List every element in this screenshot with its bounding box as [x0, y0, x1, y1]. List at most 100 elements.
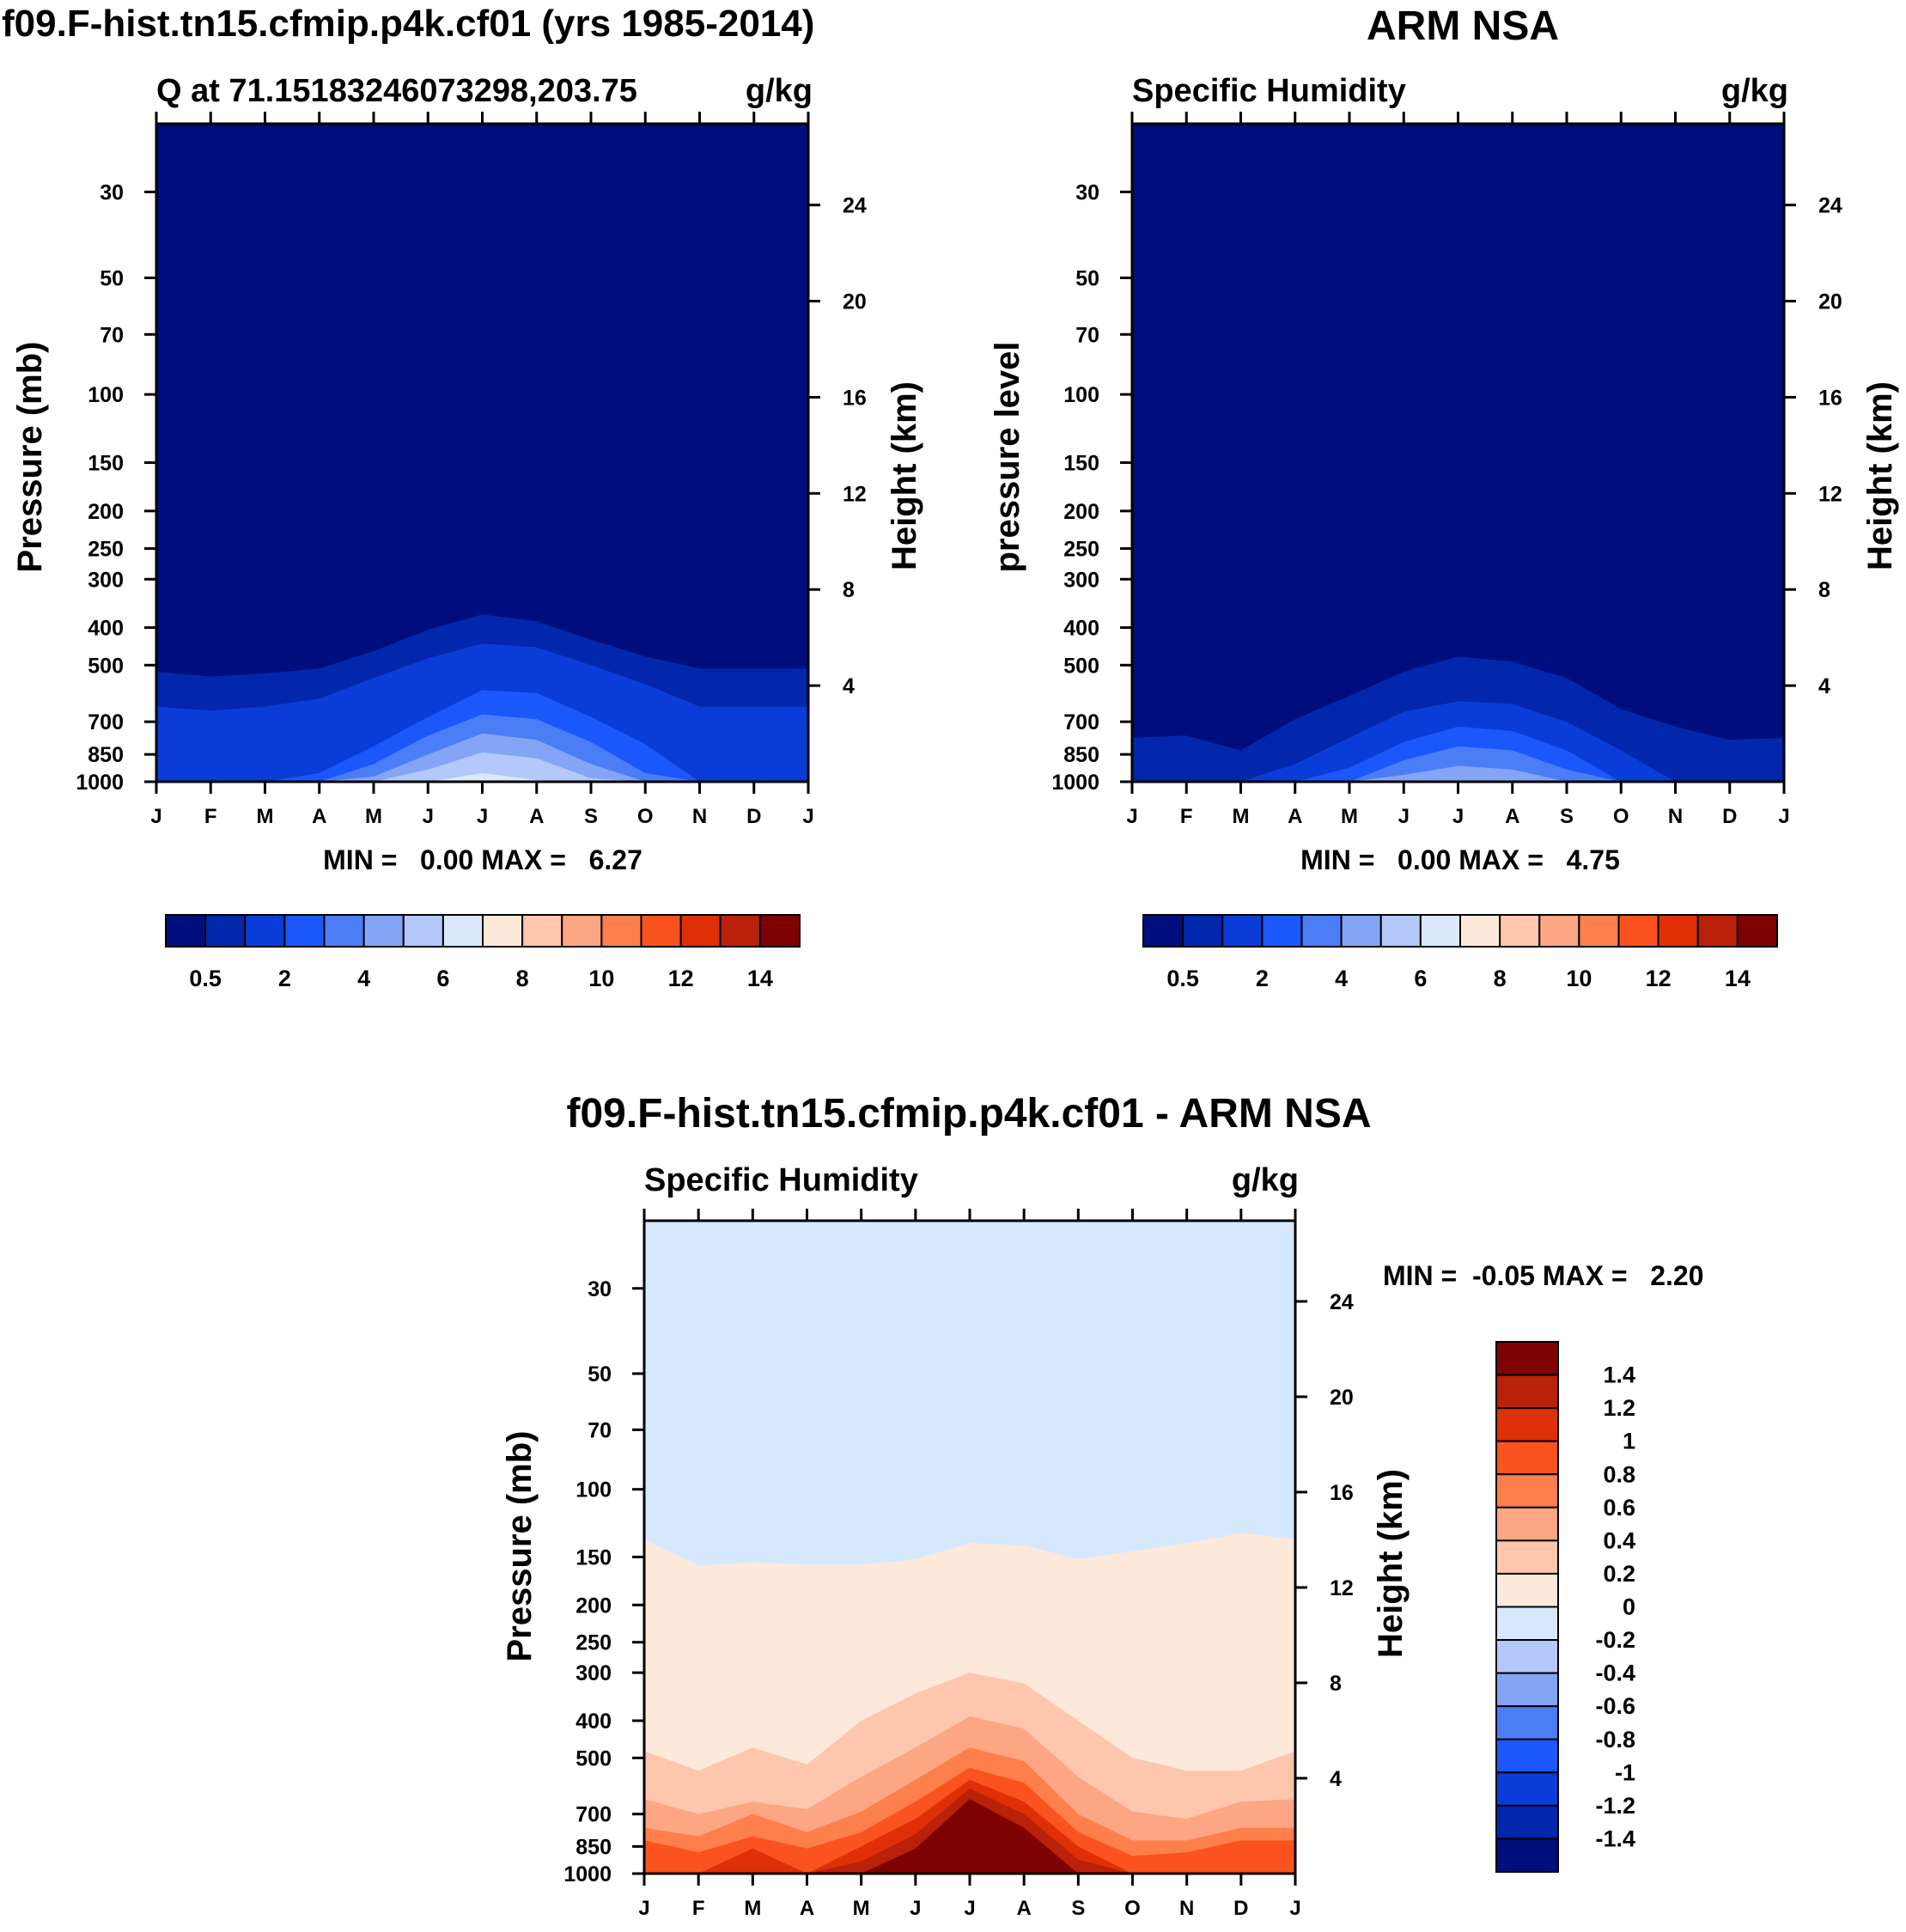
y-tick-label: 50: [1075, 266, 1099, 290]
min-max-label: MIN = 0.00 MAX = 6.27: [323, 844, 642, 875]
colorbar-box: [1495, 1539, 1559, 1575]
y-axis-label: Pressure (mb): [11, 342, 49, 573]
colorbar-box: [1261, 914, 1303, 948]
colorbar-label: 14: [747, 966, 773, 991]
contour-band: [156, 773, 808, 782]
height-tick-label: 4: [1330, 1767, 1342, 1791]
y-tick-label: 30: [1075, 180, 1099, 204]
axes: J F M A M J J A S O N D J 30 50 70 100 150 200 250 300 400 500…: [1051, 112, 1842, 828]
height-tick-label: 16: [1330, 1481, 1354, 1505]
height-tick-label: 12: [1818, 482, 1842, 506]
y-tick-label: 200: [88, 500, 124, 524]
colorbar-box: [1495, 1407, 1559, 1442]
x-tick-label: A: [800, 1897, 814, 1920]
colorbar-box: [1578, 914, 1620, 948]
x-tick-label: S: [1560, 805, 1574, 828]
colorbar-label: -0.4: [1595, 1661, 1635, 1686]
contour-band: [644, 1799, 1295, 1874]
y-tick-label: 700: [1063, 710, 1099, 734]
height-tick-label: 24: [1818, 194, 1842, 218]
panel-subtitle-left: Specific Humidity: [644, 1162, 918, 1198]
contour-band: [1132, 746, 1784, 782]
colorbar-label: -0.6: [1595, 1693, 1635, 1719]
colorbar-box: [1340, 914, 1382, 948]
x-tick-label: F: [1180, 805, 1193, 828]
y-tick-label: 400: [575, 1710, 612, 1734]
x-tick-label: J: [423, 805, 434, 828]
x-tick-label: A: [529, 805, 544, 828]
x-tick-label: S: [1071, 1897, 1085, 1920]
height-tick-label: 4: [843, 674, 855, 698]
figure-title-right: ARM NSA: [1367, 3, 1559, 49]
colorbar-label: 0.4: [1603, 1527, 1635, 1553]
colorbar-label: 1.4: [1603, 1362, 1635, 1388]
y-tick-label: 50: [100, 266, 124, 290]
colorbar-box: [1495, 1838, 1559, 1873]
colorbar-box: [1657, 914, 1699, 948]
x-tick-label: M: [853, 1897, 870, 1920]
x-tick-label: A: [1288, 805, 1302, 828]
colorbar-box: [1495, 1506, 1559, 1542]
panel-subtitle-right: g/kg: [1721, 73, 1788, 109]
panel-subtitle-left: Specific Humidity: [1132, 73, 1406, 109]
y-tick-label: 150: [575, 1545, 612, 1569]
colorbar-box: [283, 914, 326, 948]
colorbar-box: [402, 914, 444, 948]
y-tick-label: 400: [88, 617, 124, 641]
colorbar-box: [1495, 1473, 1559, 1508]
colorbar-box: [521, 914, 563, 948]
colorbar-box: [1495, 1705, 1559, 1740]
colorbar-box: [1696, 914, 1739, 948]
y-tick-label: 400: [1063, 617, 1099, 641]
colorbar-label: 8: [516, 966, 529, 991]
colorbar-box: [1495, 1341, 1559, 1376]
x-tick-label: A: [312, 805, 326, 828]
colorbar-label: 10: [1566, 966, 1592, 991]
x-tick-label: A: [1016, 1897, 1031, 1920]
height-tick-label: 4: [1818, 674, 1830, 698]
y-tick-label: 500: [88, 654, 124, 678]
y-axis-label: Pressure (mb): [501, 1431, 539, 1662]
x-tick-label: D: [1233, 1897, 1248, 1920]
x-tick-label: M: [1341, 805, 1358, 828]
colorbar-label: -0.8: [1595, 1727, 1635, 1752]
x-tick-label: M: [744, 1897, 761, 1920]
y-tick-label: 100: [575, 1478, 612, 1502]
y-tick-label: 70: [100, 323, 124, 347]
y-tick-label: 850: [1063, 743, 1099, 767]
y-tick-label: 100: [1063, 383, 1099, 407]
y-tick-label: 30: [100, 180, 124, 204]
x-tick-label: F: [204, 805, 217, 828]
height-tick-label: 20: [1330, 1386, 1354, 1410]
x-tick-label: N: [692, 805, 707, 828]
colorbar-label: 10: [588, 966, 614, 991]
y-tick-label: 150: [1063, 452, 1099, 476]
colorbar: 0.5 2 4 6 8 10 12 14: [165, 914, 801, 991]
colorbar: 1.4 1.2 1 0.8 0.6 0.4 0.2 0 -0.2 -0.4 -0.6 -0.8 -1 -1…: [1495, 1341, 1635, 1873]
x-tick-label: D: [746, 805, 761, 828]
colorbar-label: 0.6: [1603, 1495, 1635, 1521]
y-tick-label: 700: [88, 710, 124, 734]
y-axis-label: pressure level: [989, 341, 1026, 572]
colorbar-box: [600, 914, 642, 948]
colorbar-box: [362, 914, 405, 948]
y-tick-label: 100: [88, 383, 124, 407]
colorbar-label: -1.2: [1595, 1793, 1635, 1819]
x-tick-label: O: [1124, 1897, 1141, 1920]
height-tick-label: 8: [1818, 578, 1830, 602]
colorbar-box: [679, 914, 722, 948]
x-tick-label: J: [1778, 805, 1789, 828]
colorbar-box: [204, 914, 247, 948]
colorbar-box: [1300, 914, 1343, 948]
figure-title-bottom: f09.F-hist.tn15.cfmip.p4k.cf01 - ARM NSA: [566, 1091, 1371, 1137]
colorbar-box: [1495, 1672, 1559, 1708]
colorbar: 0.5 2 4 6 8 10 12 14: [1142, 914, 1778, 991]
x-tick-label: O: [637, 805, 654, 828]
y-tick-label: 700: [575, 1803, 612, 1827]
colorbar-label: -0.2: [1595, 1627, 1635, 1653]
colorbar-label: 4: [357, 966, 370, 991]
height-tick-label: 8: [843, 578, 855, 602]
x-tick-label: J: [1126, 805, 1137, 828]
colorbar-box: [1379, 914, 1422, 948]
colorbar-box: [1495, 1738, 1559, 1774]
